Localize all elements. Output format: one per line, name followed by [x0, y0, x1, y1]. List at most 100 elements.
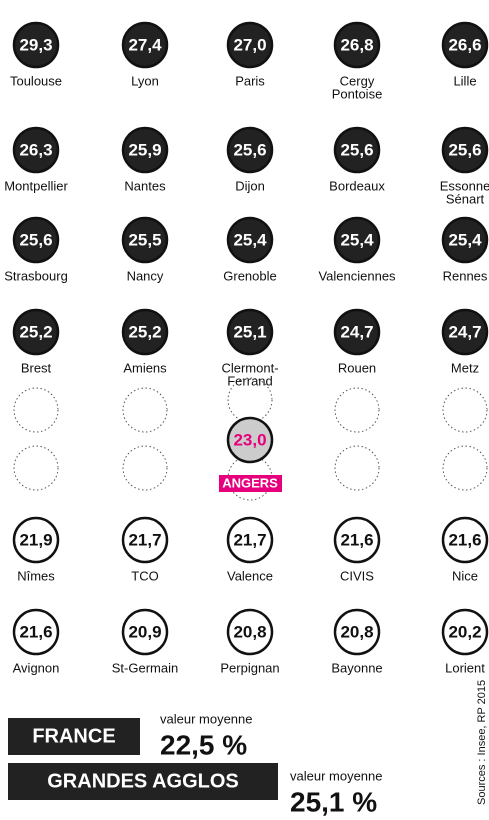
city: Amiens	[123, 360, 167, 375]
average-caption: valeur moyenne	[290, 768, 383, 783]
value: 25,6	[448, 140, 481, 159]
value: 24,7	[340, 322, 373, 341]
city: Lyon	[131, 73, 159, 88]
empty-circle	[334, 387, 380, 433]
value-circle	[441, 308, 489, 356]
value: 21,9	[19, 530, 52, 549]
value-circle	[226, 216, 274, 264]
value-circle	[441, 21, 489, 69]
value: 25,4	[340, 230, 374, 249]
city: CIVIS	[340, 568, 374, 583]
city: Rennes	[443, 268, 488, 283]
value-circle	[441, 216, 489, 264]
value: 20,9	[128, 622, 161, 641]
value-circle	[333, 21, 381, 69]
value: 25,6	[233, 140, 266, 159]
city: Montpellier	[4, 178, 68, 193]
empty-circle	[442, 387, 488, 433]
city: Paris	[235, 73, 265, 88]
average-value: 25,1 %	[290, 786, 377, 817]
value: 21,6	[448, 530, 481, 549]
empty-circle	[334, 445, 380, 491]
average-label: FRANCE	[32, 725, 115, 747]
value-circle	[441, 608, 489, 656]
value: 26,3	[19, 140, 52, 159]
city: Bordeaux	[329, 178, 385, 193]
value: 27,4	[128, 35, 162, 54]
city: Nancy	[127, 268, 164, 283]
value: 24,7	[448, 322, 481, 341]
city: Ferrand	[227, 373, 273, 388]
value-circle	[12, 308, 60, 356]
value: 25,9	[128, 140, 161, 159]
highlight-circle	[226, 416, 274, 464]
value: 20,2	[448, 622, 481, 641]
city: Lille	[453, 73, 476, 88]
highlight-value: 23,0	[233, 430, 266, 449]
value-circle	[226, 21, 274, 69]
value-circle	[226, 608, 274, 656]
value: 27,0	[233, 35, 266, 54]
city: Perpignan	[220, 660, 279, 675]
city: Sénart	[446, 191, 485, 206]
city: Metz	[451, 360, 479, 375]
city: Essonne	[440, 178, 489, 193]
empty-circle	[13, 387, 59, 433]
value-circle	[121, 126, 169, 174]
empty-circle	[442, 445, 488, 491]
value: 25,1	[233, 322, 266, 341]
value-circle	[121, 21, 169, 69]
value: 25,2	[128, 322, 161, 341]
city: Dijon	[235, 178, 265, 193]
value-circle	[226, 516, 274, 564]
city: Brest	[21, 360, 52, 375]
value-circle	[441, 516, 489, 564]
empty-circle	[122, 387, 168, 433]
city: Pontoise	[332, 86, 383, 101]
city: Grenoble	[223, 268, 276, 283]
city: Strasbourg	[4, 268, 68, 283]
source: Sources : Insee, RP 2015	[476, 680, 488, 805]
city: Lorient	[445, 660, 485, 675]
city: Valence	[227, 568, 273, 583]
city: TCO	[131, 568, 158, 583]
city: Clermont-	[221, 360, 278, 375]
value-circle	[333, 308, 381, 356]
value: 20,8	[340, 622, 373, 641]
value-circle	[441, 126, 489, 174]
value: 25,5	[128, 230, 161, 249]
average-box	[8, 763, 278, 800]
value: 26,8	[340, 35, 373, 54]
value-circle	[121, 308, 169, 356]
value-circle	[12, 608, 60, 656]
city: Toulouse	[10, 73, 62, 88]
city: Valenciennes	[318, 268, 396, 283]
value-circle	[226, 126, 274, 174]
value-circle	[333, 126, 381, 174]
value-circle	[12, 126, 60, 174]
city: Nantes	[124, 178, 166, 193]
average-box	[8, 718, 140, 755]
value: 25,4	[448, 230, 482, 249]
value: 26,6	[448, 35, 481, 54]
empty-circle	[227, 377, 273, 423]
highlight-city: ANGERS	[222, 475, 278, 490]
city: St-Germain	[112, 660, 178, 675]
value-circle	[121, 216, 169, 264]
value-circle	[12, 21, 60, 69]
city: Nîmes	[17, 568, 55, 583]
value: 25,4	[233, 230, 267, 249]
average-label: GRANDES AGGLOS	[47, 770, 239, 792]
value: 21,6	[340, 530, 373, 549]
value: 21,6	[19, 622, 52, 641]
value: 21,7	[233, 530, 266, 549]
value-circle	[121, 608, 169, 656]
value: 25,6	[19, 230, 52, 249]
value-circle	[226, 308, 274, 356]
value: 29,3	[19, 35, 52, 54]
city: Bayonne	[331, 660, 382, 675]
value: 25,6	[340, 140, 373, 159]
value-circle	[12, 516, 60, 564]
value-circle	[333, 516, 381, 564]
city: Nice	[452, 568, 478, 583]
